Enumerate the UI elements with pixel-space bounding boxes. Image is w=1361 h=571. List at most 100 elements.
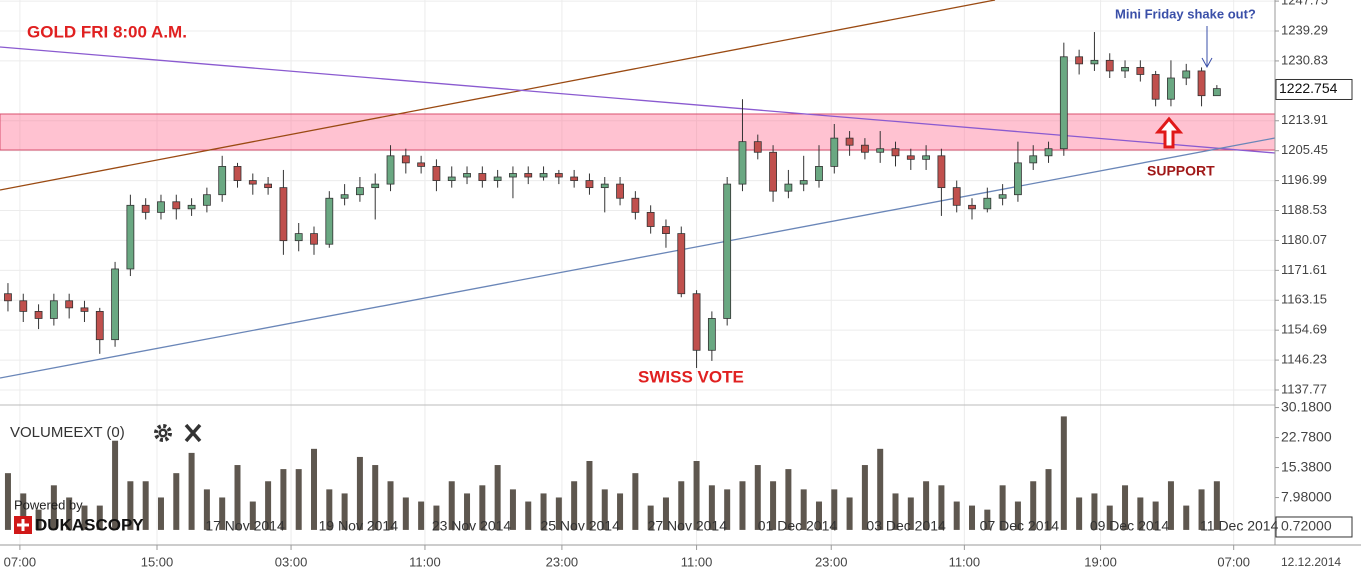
trend-line <box>0 137 1275 379</box>
volume-bar <box>479 485 486 530</box>
volume-bar <box>800 489 807 530</box>
candle-body <box>799 180 808 185</box>
annotation: Mini Friday shake out? <box>1115 6 1256 21</box>
tick-label-box <box>1275 516 1353 538</box>
date-tick-label: 25 Nov 2014 <box>540 518 620 534</box>
candle-body <box>111 268 119 341</box>
candle-body <box>248 180 257 185</box>
candle-body <box>80 307 89 312</box>
annotation-arrow <box>1201 26 1213 69</box>
volume-bar <box>923 481 930 530</box>
volume-bar <box>4 473 11 530</box>
volume-bar <box>1106 505 1113 530</box>
volume-bar <box>464 493 471 530</box>
volume-bar <box>1045 469 1052 530</box>
candle-body <box>202 194 211 206</box>
candle-body <box>294 233 303 242</box>
volume-bar <box>1030 481 1037 530</box>
date-tick-label: 19 Nov 2014 <box>319 518 399 534</box>
volume-bar <box>555 497 562 530</box>
candle-body <box>1136 66 1145 75</box>
candle-body <box>524 173 533 178</box>
x-tick-label: 19:00 <box>1084 554 1117 569</box>
candle-body <box>233 166 242 181</box>
volume-bar <box>678 481 685 530</box>
annotation: SUPPORT <box>1147 163 1215 179</box>
candle-body <box>478 173 487 181</box>
x-tick-label: 07:00 <box>4 554 37 569</box>
candle-body <box>386 155 395 185</box>
trend-line <box>0 0 996 191</box>
candle-body <box>646 211 655 227</box>
volume-bar <box>1198 489 1205 530</box>
branding: Powered by DUKASCOPY <box>14 497 144 534</box>
candle-body <box>279 187 288 242</box>
volume-bar <box>907 497 914 530</box>
volume-bar <box>81 505 88 530</box>
candle-body <box>554 173 563 178</box>
y-tick-label: 0.72000 <box>1281 518 1332 534</box>
annotation: SWISS VOTE <box>638 367 744 386</box>
candle-body <box>463 173 471 178</box>
candle-body <box>753 141 762 153</box>
candle-body <box>1075 56 1084 65</box>
date-tick-label: 07 Dec 2014 <box>980 518 1060 534</box>
support-zone <box>0 113 1275 151</box>
date-tick-label: 27 Nov 2014 <box>648 518 728 534</box>
candle-body <box>157 201 165 213</box>
volume-bar <box>999 485 1006 530</box>
candle-body <box>692 293 701 351</box>
candle-body <box>662 226 670 235</box>
candle-body <box>891 148 900 157</box>
candle-body <box>19 300 28 312</box>
candle-body <box>1197 70 1206 97</box>
support-arrow <box>1154 116 1184 149</box>
settings-icon[interactable] <box>154 424 172 442</box>
candle-body <box>1044 148 1053 157</box>
candle-body <box>815 166 823 181</box>
candle-body <box>1182 70 1191 79</box>
last-price-box <box>1275 78 1353 100</box>
y-tick-label: 1230.83 <box>1281 52 1328 67</box>
volume-bar <box>1137 497 1144 530</box>
volume-bar <box>249 501 256 530</box>
volume-bar <box>311 448 318 530</box>
candle-body <box>172 201 181 210</box>
candle-body <box>218 166 227 196</box>
last-price-label: 1222.754 <box>1279 80 1338 96</box>
volume-bar <box>1167 481 1174 530</box>
volume-bar <box>938 485 945 530</box>
volume-bar <box>571 481 578 530</box>
candle-body <box>600 183 609 189</box>
candles <box>4 32 1221 368</box>
powered-by: Powered by <box>14 497 83 512</box>
candle-body <box>723 183 732 319</box>
date-tick-label: 11 Dec 2014 <box>1200 518 1279 534</box>
y-tick-label: 1213.91 <box>1281 112 1328 127</box>
volume-bar <box>280 469 287 530</box>
candle-body <box>922 155 931 160</box>
candle-body <box>1167 77 1175 100</box>
chart-title: GOLD FRI 8:00 A.M. <box>27 22 187 41</box>
candle-body <box>784 183 793 192</box>
candle-body <box>1151 74 1160 100</box>
volume-bar <box>387 481 394 530</box>
candle-body <box>1090 59 1099 65</box>
candle-body <box>371 183 380 189</box>
candle-body <box>876 148 885 153</box>
volume-bar <box>295 469 302 530</box>
volume-bar <box>754 465 761 530</box>
candle-body <box>585 180 594 189</box>
volume-bar <box>846 497 853 530</box>
candle-body <box>493 176 502 181</box>
volume-bar <box>356 456 363 530</box>
volume-bar <box>326 489 333 530</box>
volume-bar <box>433 505 440 530</box>
volume-bar <box>96 505 103 530</box>
close-icon[interactable] <box>184 423 202 443</box>
y-tick-label: 7.98000 <box>1281 488 1332 504</box>
x-tick-label: 23:00 <box>546 554 579 569</box>
x-tick-label: 07:00 <box>1217 554 1250 569</box>
y-tick-label: 1171.61 <box>1281 262 1327 277</box>
